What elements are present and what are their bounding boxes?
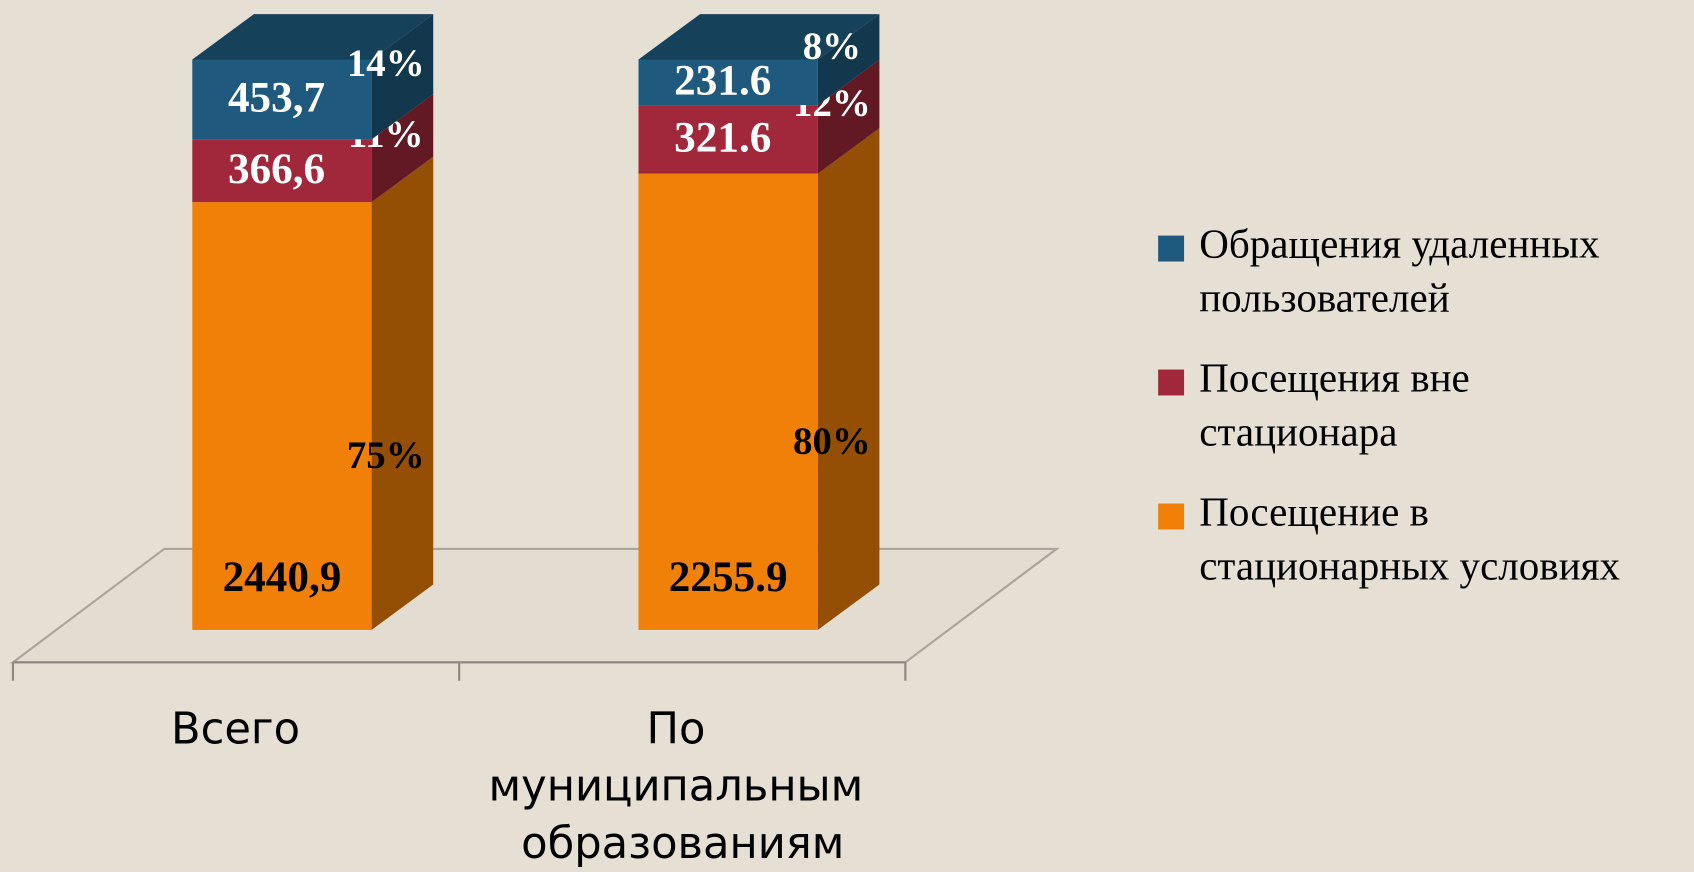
bar-top (638, 14, 880, 60)
value-label: 2255.9 (669, 553, 788, 601)
bar-side (371, 156, 434, 630)
bar-front (192, 139, 372, 203)
percent-label: 80% (793, 420, 871, 463)
x-tick-label: По муниципальным образованиям (489, 704, 877, 869)
bar-side (817, 128, 880, 630)
bar-front (638, 173, 818, 630)
legend-label: Посещения вне стационара (1199, 355, 1480, 455)
bar-side (371, 14, 434, 140)
percent-label: 75% (347, 434, 425, 477)
bar-side (371, 93, 434, 203)
x-tick-label: Всего (171, 704, 300, 754)
percent-label: 8% (803, 25, 861, 68)
bar-side (817, 59, 880, 174)
floor (9, 547, 1060, 664)
bar-side (817, 14, 880, 106)
bar-front (192, 59, 372, 140)
percent-label: 14% (347, 42, 425, 85)
legend-swatch (1158, 235, 1185, 262)
value-label: 2440,9 (223, 553, 342, 601)
value-label: 321.6 (674, 113, 771, 161)
bar-front (638, 59, 818, 106)
bar-front (192, 202, 372, 630)
legend-swatch (1158, 503, 1185, 530)
value-label: 453,7 (228, 74, 325, 122)
value-label: 366,6 (228, 145, 325, 193)
value-label: 231.6 (674, 56, 771, 104)
bar-top (192, 14, 434, 60)
legend-swatch (1158, 369, 1185, 396)
legend-label: Посещение в стационарных условиях (1199, 489, 1620, 589)
bar-front (638, 105, 818, 174)
legend-label: Обращения удаленных пользователей (1199, 221, 1610, 321)
